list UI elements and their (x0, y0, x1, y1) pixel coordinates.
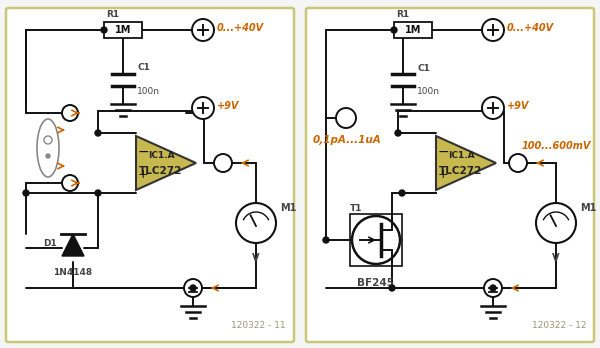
Text: −: − (437, 145, 449, 159)
Circle shape (62, 175, 78, 191)
Circle shape (236, 203, 276, 243)
Text: +: + (437, 168, 448, 181)
Circle shape (95, 130, 101, 136)
Text: R1: R1 (396, 10, 409, 19)
FancyBboxPatch shape (6, 8, 294, 342)
Text: D1: D1 (43, 238, 57, 247)
Circle shape (214, 154, 232, 172)
Text: 120322 - 11: 120322 - 11 (232, 321, 286, 330)
Circle shape (323, 237, 329, 243)
Text: M1: M1 (280, 203, 296, 213)
Circle shape (192, 19, 214, 41)
Circle shape (536, 203, 576, 243)
Circle shape (482, 97, 504, 119)
Text: 0...+40V: 0...+40V (217, 23, 264, 33)
Text: 1N4148: 1N4148 (53, 268, 92, 277)
Text: +9V: +9V (507, 101, 529, 111)
Text: IC1.A: IC1.A (448, 150, 475, 159)
Polygon shape (62, 234, 84, 256)
Circle shape (482, 19, 504, 41)
Circle shape (336, 108, 356, 128)
Text: IC1.A: IC1.A (148, 150, 175, 159)
Text: 1M: 1M (115, 25, 131, 35)
Circle shape (46, 154, 50, 158)
Text: +9V: +9V (217, 101, 239, 111)
Circle shape (23, 190, 29, 196)
Polygon shape (436, 136, 496, 190)
Text: TLC272: TLC272 (439, 166, 482, 176)
Polygon shape (136, 136, 196, 190)
FancyBboxPatch shape (104, 22, 142, 38)
Circle shape (395, 130, 401, 136)
Circle shape (484, 279, 502, 297)
Circle shape (391, 27, 397, 33)
Text: R1: R1 (106, 10, 119, 19)
Text: 0...+40V: 0...+40V (507, 23, 554, 33)
Text: 120322 - 12: 120322 - 12 (532, 321, 586, 330)
Text: V: V (252, 253, 260, 263)
Circle shape (184, 279, 202, 297)
Circle shape (399, 190, 405, 196)
FancyBboxPatch shape (306, 8, 594, 342)
Text: M1: M1 (580, 203, 596, 213)
Text: 0,1pA...1uA: 0,1pA...1uA (313, 135, 382, 145)
Text: 100...600mV: 100...600mV (522, 141, 592, 151)
Circle shape (95, 190, 101, 196)
Circle shape (509, 154, 527, 172)
Text: T1: T1 (350, 204, 362, 213)
Text: BF245: BF245 (358, 278, 395, 288)
Text: TLC272: TLC272 (139, 166, 182, 176)
Text: 100n: 100n (417, 87, 440, 96)
Text: −: − (137, 145, 149, 159)
Text: +: + (137, 168, 148, 181)
Text: V: V (552, 253, 560, 263)
Text: 1M: 1M (405, 25, 421, 35)
Circle shape (62, 105, 78, 121)
Circle shape (190, 285, 196, 291)
Circle shape (389, 285, 395, 291)
Circle shape (352, 216, 400, 264)
Text: C1: C1 (137, 63, 150, 72)
Text: C1: C1 (417, 64, 430, 73)
Circle shape (192, 97, 214, 119)
Ellipse shape (37, 119, 59, 177)
Text: 100n: 100n (137, 87, 160, 95)
Circle shape (490, 285, 496, 291)
Circle shape (101, 27, 107, 33)
FancyBboxPatch shape (394, 22, 432, 38)
